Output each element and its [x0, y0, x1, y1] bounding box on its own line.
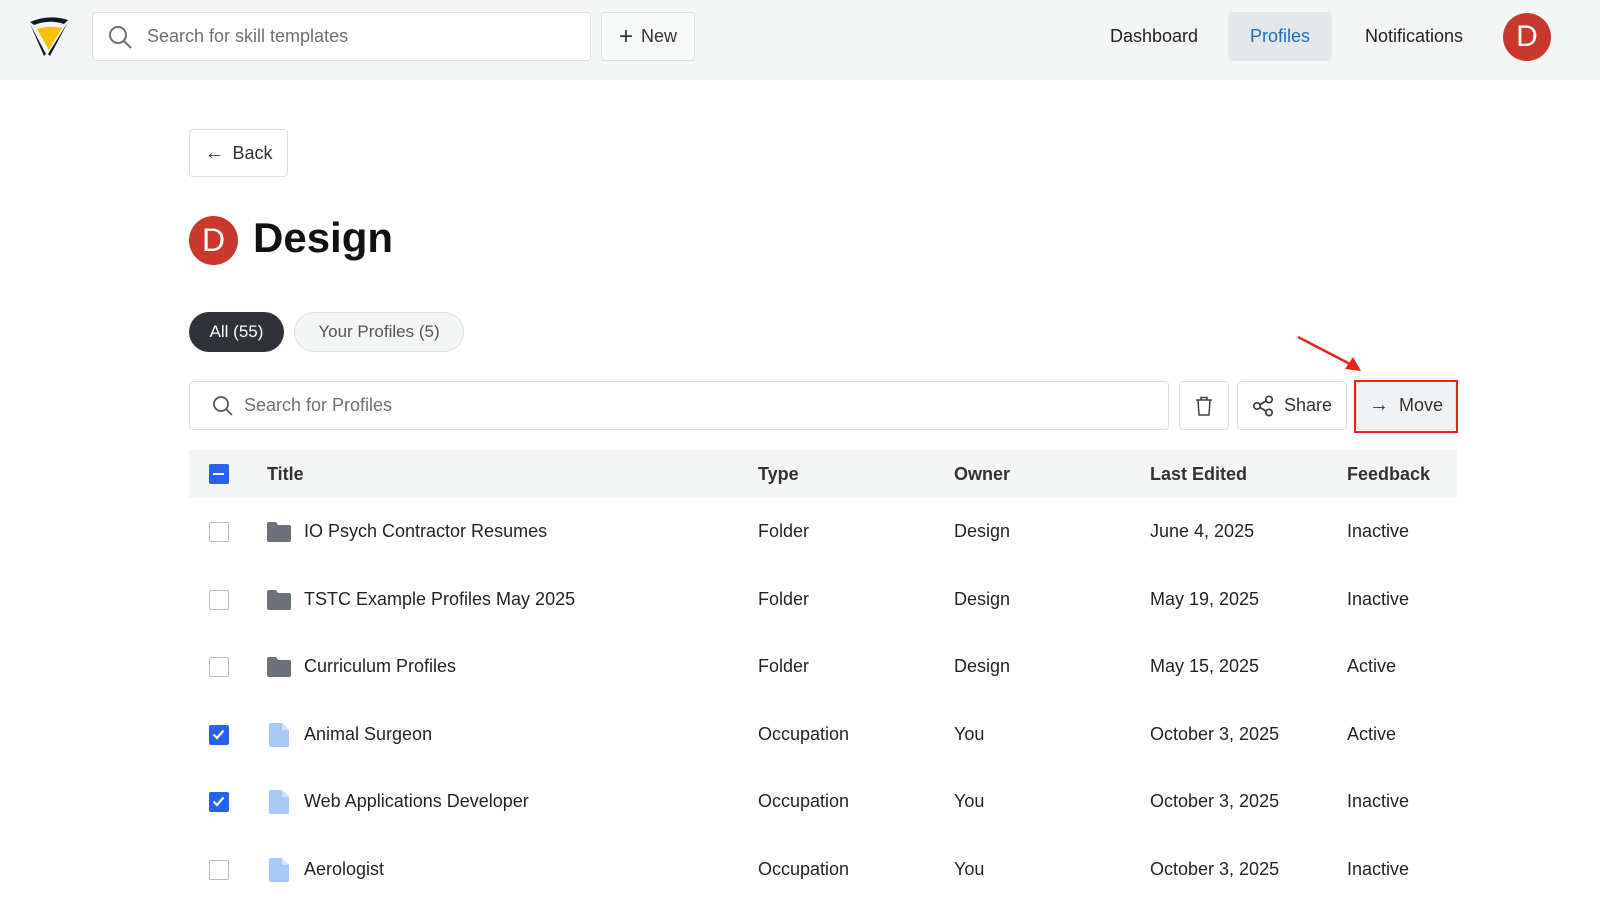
row-last-edited: October 3, 2025 [1150, 858, 1280, 879]
plus-icon: + [618, 22, 633, 50]
row-checkbox[interactable] [209, 792, 229, 812]
row-feedback: Inactive [1347, 588, 1410, 609]
row-feedback: Active [1347, 656, 1397, 676]
row-checkbox[interactable] [209, 724, 229, 745]
document-icon [269, 790, 289, 819]
row-title[interactable]: IO Psych Contractor Resumes [304, 521, 548, 541]
table-row[interactable]: IO Psych Contractor Resumes Folder Desig… [189, 498, 1457, 565]
user-avatar[interactable]: D [1503, 13, 1551, 61]
row-title[interactable]: Animal Surgeon [304, 723, 433, 744]
column-feedback[interactable]: Feedback [1347, 464, 1431, 484]
delete-button[interactable] [1179, 381, 1229, 430]
arrow-left-icon: ← [204, 141, 225, 164]
search-placeholder: Search for skill templates [147, 26, 349, 46]
skill-template-search-input[interactable]: Search for skill templates [92, 12, 591, 61]
back-button[interactable]: ← Back [189, 129, 288, 177]
nav-notifications[interactable]: Notifications [1364, 26, 1464, 46]
row-type: Folder [758, 521, 810, 541]
tab-all[interactable]: All (55) [189, 312, 284, 352]
column-type[interactable]: Type [758, 464, 799, 484]
table-row[interactable]: TSTC Example Profiles May 2025 Folder De… [189, 566, 1457, 633]
row-feedback: Active [1347, 723, 1397, 744]
row-owner: You [954, 791, 985, 811]
row-title[interactable]: Web Applications Developer [304, 791, 529, 811]
row-title[interactable]: TSTC Example Profiles May 2025 [304, 588, 576, 609]
search-placeholder: Search for Profiles [244, 395, 393, 415]
page-title: Design [253, 214, 394, 261]
share-label: Share [1283, 395, 1333, 415]
move-button[interactable]: → Move [1356, 381, 1456, 430]
row-type: Folder [758, 656, 810, 676]
document-icon [269, 857, 289, 887]
row-type: Occupation [758, 723, 850, 744]
row-owner: You [954, 858, 985, 879]
profile-search-input[interactable]: Search for Profiles [189, 381, 1169, 430]
new-label: New [641, 26, 678, 46]
document-icon [269, 722, 289, 752]
folder-icon [267, 522, 291, 547]
row-last-edited: June 4, 2025 [1150, 521, 1255, 541]
table-header: Title Type Owner Last Edited Feedback [189, 450, 1457, 498]
row-type: Folder [758, 588, 810, 609]
share-icon [1252, 394, 1273, 417]
annotation-arrow-icon [1297, 335, 1361, 371]
row-last-edited: May 19, 2025 [1150, 588, 1260, 609]
row-owner: Design [954, 588, 1011, 609]
folder-avatar: D [189, 216, 238, 265]
row-checkbox[interactable] [209, 859, 229, 880]
row-last-edited: October 3, 2025 [1150, 791, 1280, 811]
table-row[interactable]: Curriculum Profiles Folder Design May 15… [189, 633, 1457, 700]
column-owner[interactable]: Owner [954, 464, 1011, 484]
row-type: Occupation [758, 791, 850, 811]
nav-dashboard[interactable]: Dashboard [1109, 26, 1199, 46]
folder-icon [267, 657, 291, 682]
trash-icon [1196, 396, 1212, 416]
row-owner: Design [954, 521, 1011, 541]
arrow-right-icon: → [1368, 394, 1389, 416]
table-row[interactable]: Web Applications Developer Occupation Yo… [189, 768, 1457, 835]
select-all-checkbox[interactable] [209, 464, 229, 484]
row-checkbox[interactable] [209, 522, 229, 542]
folder-icon [267, 589, 291, 615]
top-bar: Search for skill templates + New Dashboa… [0, 0, 1600, 80]
row-type: Occupation [758, 858, 850, 879]
share-button[interactable]: Share [1237, 381, 1347, 430]
back-label: Back [232, 142, 273, 163]
row-feedback: Inactive [1347, 521, 1410, 541]
row-last-edited: May 15, 2025 [1150, 656, 1260, 676]
row-owner: Design [954, 656, 1011, 676]
row-last-edited: October 3, 2025 [1150, 723, 1280, 744]
app-logo[interactable] [26, 14, 72, 60]
search-icon [109, 25, 132, 49]
row-checkbox[interactable] [209, 589, 229, 610]
new-button[interactable]: + New [601, 12, 695, 61]
row-checkbox[interactable] [209, 657, 229, 677]
table-row[interactable]: Animal Surgeon Occupation You October 3,… [189, 701, 1457, 768]
row-owner: You [954, 723, 985, 744]
row-feedback: Inactive [1347, 858, 1410, 879]
row-feedback: Inactive [1347, 791, 1410, 811]
column-title[interactable]: Title [267, 464, 304, 484]
search-icon [213, 395, 233, 416]
tab-your-profiles[interactable]: Your Profiles (5) [294, 312, 464, 352]
nav-profiles[interactable]: Profiles [1228, 12, 1332, 61]
row-title[interactable]: Aerologist [304, 858, 385, 879]
table-row[interactable]: Aerologist Occupation You October 3, 202… [189, 836, 1457, 903]
row-title[interactable]: Curriculum Profiles [304, 656, 457, 676]
move-label: Move [1398, 395, 1443, 415]
column-last-edited[interactable]: Last Edited [1150, 464, 1248, 484]
